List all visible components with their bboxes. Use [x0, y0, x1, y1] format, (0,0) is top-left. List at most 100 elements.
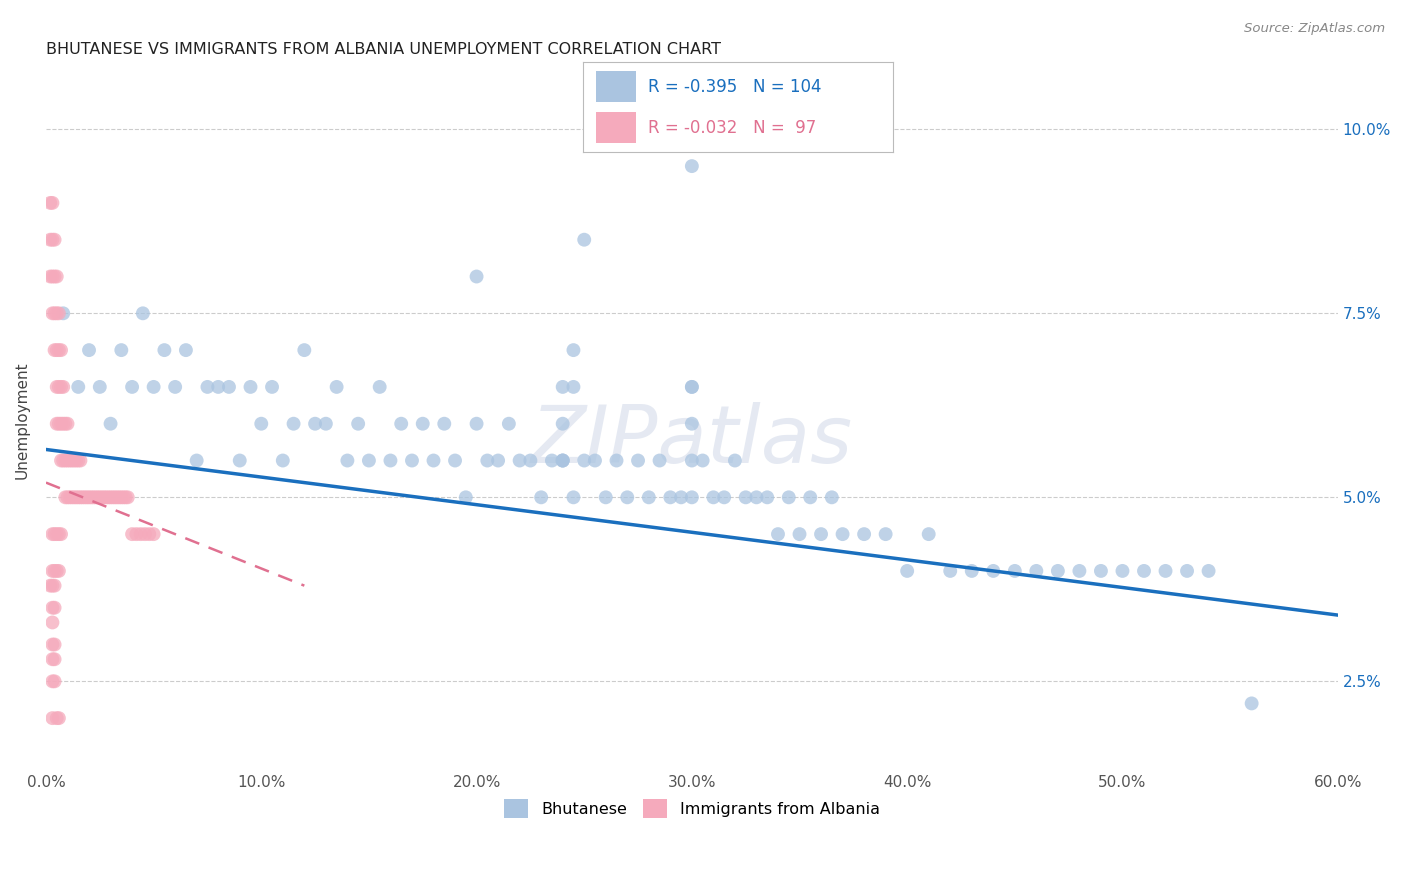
Point [49, 417, 72, 431]
Point [1004, 564, 1026, 578]
Point [681, 380, 703, 394]
Point [918, 527, 941, 541]
Text: Source: ZipAtlas.com: Source: ZipAtlas.com [1244, 22, 1385, 36]
Point [789, 527, 811, 541]
Point [41, 269, 63, 284]
Point [325, 380, 347, 394]
Point [659, 491, 682, 505]
Point [59, 491, 82, 505]
Point [45, 306, 67, 320]
Point [810, 527, 832, 541]
Point [1090, 564, 1112, 578]
Point [59, 453, 82, 467]
Point [125, 527, 148, 541]
Point [112, 491, 135, 505]
Point [197, 380, 219, 394]
Point [44, 269, 66, 284]
Point [745, 491, 768, 505]
Point [562, 343, 585, 358]
Point [60, 491, 83, 505]
Point [853, 527, 876, 541]
Point [67, 491, 90, 505]
Point [766, 527, 789, 541]
Point [1111, 564, 1133, 578]
Point [41, 233, 63, 247]
Point [48, 527, 70, 541]
Point [82, 491, 104, 505]
Point [89, 380, 111, 394]
Point [45, 343, 67, 358]
Point [41, 600, 63, 615]
Point [875, 527, 897, 541]
Point [93, 491, 115, 505]
Point [756, 491, 779, 505]
Point [562, 380, 585, 394]
Point [315, 417, 337, 431]
Point [433, 417, 456, 431]
Point [304, 417, 326, 431]
Point [41, 711, 63, 725]
Point [551, 453, 574, 467]
Point [69, 453, 91, 467]
Point [110, 491, 132, 505]
Point [44, 674, 66, 689]
Point [105, 491, 128, 505]
Point [713, 491, 735, 505]
Point [45, 269, 67, 284]
Text: R = -0.032   N =  97: R = -0.032 N = 97 [648, 119, 817, 136]
Point [637, 491, 659, 505]
Point [52, 417, 75, 431]
Point [627, 453, 650, 467]
Point [69, 491, 91, 505]
Point [100, 417, 122, 431]
Point [422, 453, 444, 467]
Point [530, 491, 553, 505]
Point [681, 417, 703, 431]
Point [44, 652, 66, 666]
Point [444, 453, 467, 467]
Point [1240, 697, 1263, 711]
Point [1154, 564, 1177, 578]
Point [486, 453, 509, 467]
Point [56, 453, 79, 467]
Point [1046, 564, 1069, 578]
Point [41, 615, 63, 630]
Point [1069, 564, 1091, 578]
Point [939, 564, 962, 578]
Legend: Bhutanese, Immigrants from Albania: Bhutanese, Immigrants from Albania [498, 792, 886, 824]
Point [80, 491, 103, 505]
Point [44, 233, 66, 247]
Point [121, 380, 143, 394]
Point [41, 652, 63, 666]
Point [89, 491, 111, 505]
Point [73, 491, 96, 505]
Point [541, 453, 564, 467]
Point [53, 491, 76, 505]
Point [292, 343, 315, 358]
Point [100, 491, 122, 505]
Point [129, 527, 152, 541]
Point [153, 343, 176, 358]
Point [48, 343, 70, 358]
Point [1175, 564, 1198, 578]
Point [117, 491, 139, 505]
Point [72, 491, 94, 505]
Point [45, 527, 67, 541]
Point [49, 343, 72, 358]
Point [67, 380, 90, 394]
Point [39, 269, 62, 284]
Point [44, 306, 66, 320]
Point [551, 417, 574, 431]
Point [48, 564, 70, 578]
Point [48, 380, 70, 394]
Point [583, 453, 606, 467]
Point [97, 491, 120, 505]
Text: R = -0.395   N = 104: R = -0.395 N = 104 [648, 78, 823, 95]
Point [1025, 564, 1047, 578]
Point [96, 491, 118, 505]
Point [91, 491, 114, 505]
Point [551, 453, 574, 467]
Point [41, 638, 63, 652]
Point [368, 380, 391, 394]
Point [702, 491, 724, 505]
